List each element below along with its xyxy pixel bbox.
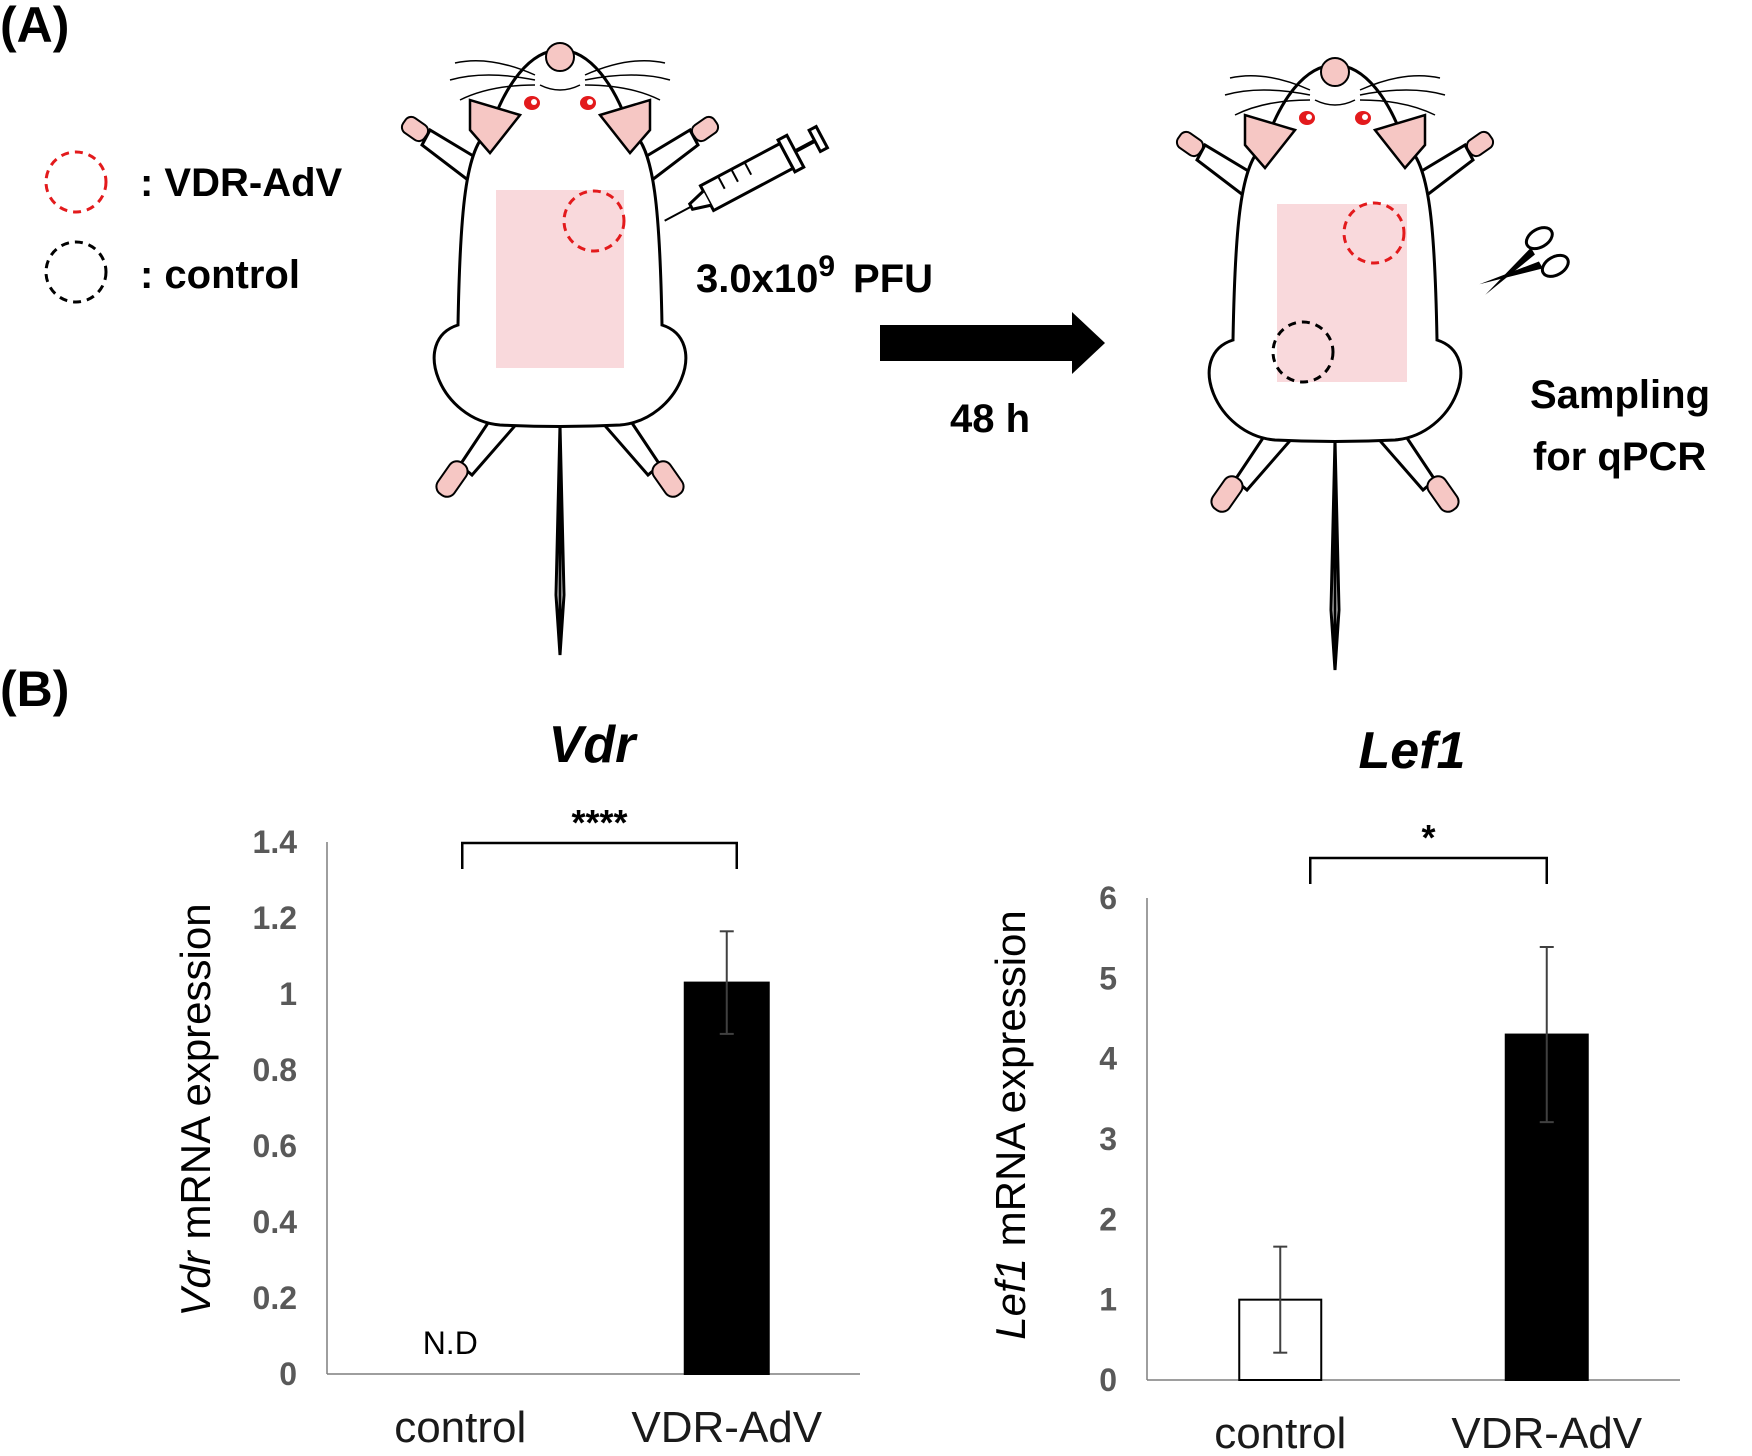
x-tick-label: VDR-AdV: [631, 1403, 822, 1452]
sampling-label-line2: for qPCR: [1533, 435, 1706, 479]
panel-label-b: (B): [0, 661, 69, 717]
vdr-chart: Vdr Vdr mRNA expression 0 0.2 0.4 0.6 0.8 1 1.…: [172, 716, 860, 1452]
significance-marker: *: [1421, 817, 1435, 858]
arrow-right-icon: [880, 312, 1105, 374]
y-axis-label: Lef1 mRNA expression: [987, 910, 1034, 1340]
significance-bracket: [1309, 856, 1548, 884]
bar-annotation: N.D: [423, 1325, 478, 1361]
legend-label-control: : control: [140, 253, 300, 297]
x-tick-label: VDR-AdV: [1451, 1409, 1642, 1456]
y-tick-label: 4: [1099, 1041, 1117, 1077]
y-axis-label-gene: Lef1: [987, 1258, 1034, 1340]
dose-unit: PFU: [853, 257, 933, 301]
dose-label: 3.0x109 PFU: [696, 250, 933, 301]
y-axis-label: Vdr mRNA expression: [172, 903, 219, 1316]
x-tick-label: control: [1214, 1409, 1346, 1456]
y-tick-label: 2: [1099, 1201, 1117, 1237]
y-axis-label-gene: Vdr: [172, 1249, 219, 1316]
legend-label-vdr-adv: : VDR-AdV: [140, 161, 343, 205]
y-tick-label: 0.2: [253, 1280, 297, 1316]
y-tick-label: 0: [1099, 1362, 1117, 1398]
significance-marker: ****: [571, 802, 627, 843]
sampling-site-control: [1271, 320, 1335, 384]
significance-bracket: [461, 841, 738, 869]
y-tick-label: 5: [1099, 960, 1117, 996]
skin-region: [1277, 204, 1407, 382]
chart-title: Vdr: [549, 716, 638, 774]
panel-label-a: (A): [0, 0, 69, 53]
legend: : VDR-AdV : control: [44, 150, 343, 304]
mouse-icon: [1172, 56, 1498, 672]
y-axis-label-rest: mRNA expression: [172, 903, 219, 1251]
dose-value: 3.0x10: [696, 257, 818, 301]
y-tick-label: 1.4: [253, 824, 298, 860]
y-tick-label: 0.6: [253, 1128, 297, 1164]
y-tick-label: 6: [1099, 880, 1117, 916]
bar: [683, 981, 770, 1375]
scissors-icon: [1479, 226, 1570, 295]
time-label: 48 h: [950, 397, 1030, 441]
y-tick-label: 1: [1099, 1282, 1117, 1318]
chart-title: Lef1: [1359, 722, 1466, 780]
sampling-label-line1: Sampling: [1530, 373, 1710, 417]
x-tick-label: control: [394, 1403, 526, 1452]
lef1-chart: Lef1 Lef1 mRNA expression 0 1 2 3 4 5 6 control…: [987, 722, 1680, 1456]
sampling-site-vdr-adv: [1342, 201, 1406, 265]
syringe-icon: [664, 124, 830, 222]
vdr-adv-legend-circle-icon: [44, 150, 108, 214]
y-tick-label: 3: [1099, 1121, 1117, 1157]
y-tick-label: 1.2: [253, 900, 297, 936]
injection-site-vdr-adv: [562, 189, 626, 253]
dose-exponent: 9: [818, 250, 835, 283]
y-axis-label-rest: mRNA expression: [987, 910, 1034, 1258]
skin-region: [496, 190, 624, 368]
y-tick-label: 0.8: [253, 1052, 297, 1088]
y-tick-label: 0.4: [253, 1204, 298, 1240]
y-tick-label: 1: [279, 976, 297, 1012]
control-legend-circle-icon: [44, 240, 108, 304]
y-tick-label: 0: [279, 1356, 297, 1392]
mouse-icon: [397, 41, 723, 657]
